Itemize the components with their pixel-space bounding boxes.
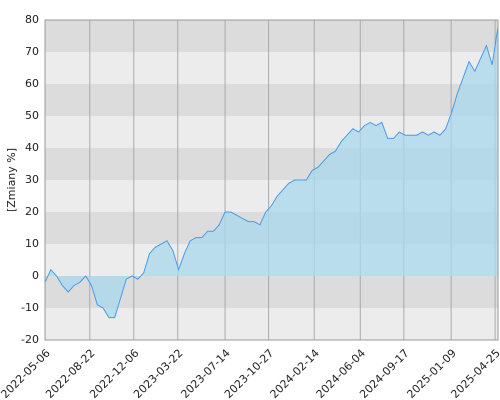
band xyxy=(45,84,498,116)
y-tick-label: 0 xyxy=(32,269,39,282)
plot-border xyxy=(44,19,499,341)
band xyxy=(45,52,498,84)
y-tick-label: -20 xyxy=(21,333,39,346)
y-tick-label: 80 xyxy=(25,13,39,26)
y-tick-label: 10 xyxy=(25,237,39,250)
y-tick-label: 60 xyxy=(25,77,39,90)
y-tick-label: 20 xyxy=(25,205,39,218)
y-tick-label: 40 xyxy=(25,141,39,154)
band xyxy=(45,308,498,340)
line xyxy=(44,26,499,319)
band xyxy=(45,20,498,52)
y-axis-label: [Zmiany %] xyxy=(5,148,18,212)
area xyxy=(45,26,498,318)
y-tick-label: 50 xyxy=(25,109,39,122)
y-tick-label: 30 xyxy=(25,173,39,186)
y-tick-label: -10 xyxy=(21,301,39,314)
y-tick-label: 70 xyxy=(25,45,39,58)
